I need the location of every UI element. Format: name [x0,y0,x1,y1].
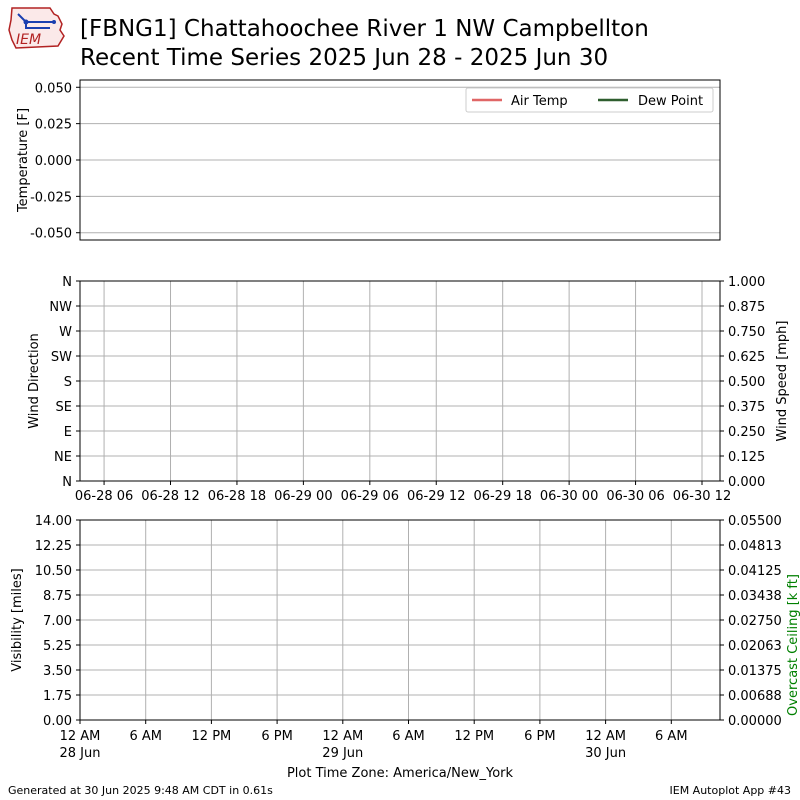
visibility-tick-label: 12.25 [35,539,72,554]
temperature-legend: Air Temp Dew Point [465,87,714,113]
temperature-ytick-label: -0.025 [30,190,72,205]
legend-dew-point-label: Dew Point [638,94,703,109]
visibility-xtick-label: 6 AM [392,729,425,744]
generated-footer: Generated at 30 Jun 2025 9:48 AM CDT in … [8,784,273,797]
visibility-plot-frame [79,519,721,721]
iem-logo-text: IEM [16,32,41,48]
wind-speed-tick-label: 0.000 [728,475,765,490]
visibility-tick-label: 1.75 [43,689,72,704]
wind-xtick-label: 06-29 06 [341,489,399,504]
wind-speed-tick-label: 0.500 [728,375,765,390]
ceiling-ylabel: Overcast Ceiling [k ft] [786,574,800,716]
wind-plot-frame [79,280,721,482]
legend-air-temp-label: Air Temp [511,94,568,109]
visibility-tick-label: 5.25 [43,639,72,654]
wind-direction-tick-label: W [59,325,72,340]
visibility-xtick-date-label: 29 Jun [322,746,363,761]
visibility-xtick-label: 6 AM [129,729,162,744]
wind-xtick-label: 06-28 06 [75,489,133,504]
ceiling-tick-label: 0.01375 [728,664,782,679]
temperature-ytick-label: 0.050 [35,81,72,96]
visibility-ylabel: Visibility [miles] [10,568,25,671]
wind-xtick-label: 06-30 12 [673,489,731,504]
wind-xtick-label: 06-29 00 [274,489,332,504]
wind-xtick-label: 06-30 06 [606,489,664,504]
ceiling-tick-label: 0.02750 [728,614,782,629]
ceiling-tick-label: 0.02063 [728,639,782,654]
ceiling-tick-label: 0.05500 [728,514,782,529]
app-footer: IEM Autoplot App #43 [669,784,792,797]
visibility-xtick-label: 12 PM [192,729,232,744]
temperature-ytick-label: 0.000 [35,154,72,169]
visibility-xtick-date-label: 28 Jun [60,746,101,761]
visibility-xtick-label: 12 AM [322,729,363,744]
wind-speed-tick-label: 0.125 [728,450,765,465]
wind-direction-tick-label: E [64,425,72,440]
wind-speed-tick-label: 0.625 [728,350,765,365]
wind-speed-tick-label: 0.250 [728,425,765,440]
temperature-ytick-label: -0.050 [30,227,72,242]
visibility-xtick-label: 6 PM [261,729,292,744]
wind-direction-ylabel: Wind Direction [27,333,42,429]
visibility-xtick-label: 12 AM [60,729,101,744]
wind-direction-tick-label: SE [56,400,72,415]
chart-title: [FBNG1] Chattahoochee River 1 NW Campbel… [80,16,649,42]
wind-direction-tick-label: NE [54,450,72,465]
wind-direction-tick-label: NW [49,300,72,315]
ceiling-tick-label: 0.00000 [728,714,782,729]
chart-subtitle: Recent Time Series 2025 Jun 28 - 2025 Ju… [80,45,609,71]
wind-speed-tick-label: 0.875 [728,300,765,315]
visibility-tick-label: 0.00 [43,714,72,729]
wind-xtick-label: 06-29 18 [473,489,531,504]
wind-speed-tick-label: 0.750 [728,325,765,340]
wind-direction-tick-label: S [64,375,72,390]
visibility-xtick-label: 6 PM [524,729,555,744]
temperature-plot-frame [79,79,721,241]
ceiling-tick-label: 0.00688 [728,689,782,704]
visibility-tick-label: 10.50 [35,564,72,579]
wind-xtick-label: 06-28 18 [208,489,266,504]
visibility-tick-label: 3.50 [43,664,72,679]
ceiling-tick-label: 0.04125 [728,564,782,579]
visibility-xtick-label: 12 PM [454,729,494,744]
wind-speed-tick-label: 0.375 [728,400,765,415]
visibility-xtick-label: 12 AM [585,729,626,744]
visibility-tick-label: 7.00 [43,614,72,629]
temperature-ylabel: Temperature [F] [16,108,31,213]
iem-logo: IEM [6,6,66,50]
wind-speed-tick-label: 1.000 [728,275,765,290]
visibility-xtick-date-label: 30 Jun [585,746,626,761]
ceiling-tick-label: 0.03438 [728,589,782,604]
wind-direction-tick-label: N [62,275,72,290]
timezone-label: Plot Time Zone: America/New_York [287,766,514,781]
visibility-tick-label: 8.75 [43,589,72,604]
visibility-xtick-label: 6 AM [655,729,688,744]
wind-xtick-label: 06-28 12 [141,489,199,504]
wind-xtick-label: 06-29 12 [407,489,465,504]
wind-speed-ylabel: Wind Speed [mph] [775,321,790,442]
ceiling-tick-label: 0.04813 [728,539,782,554]
visibility-tick-label: 14.00 [35,514,72,529]
wind-xtick-label: 06-30 00 [540,489,598,504]
wind-direction-tick-label: SW [51,350,72,365]
wind-direction-tick-label: N [62,475,72,490]
temperature-ytick-label: 0.025 [35,118,72,133]
